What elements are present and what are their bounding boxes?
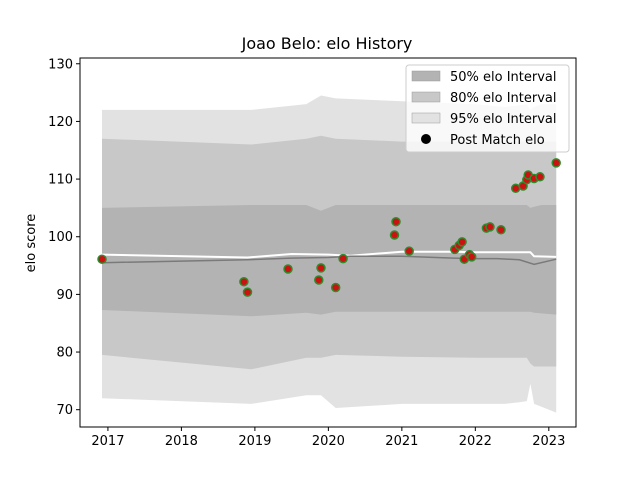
post-match-point-13	[457, 237, 467, 247]
y-axis-label: elo score	[24, 214, 39, 273]
legend-box	[405, 64, 570, 153]
x-axis-ticks: 2017 2018 2019 2020 2021 2022 2023	[91, 427, 565, 449]
legend-swatch-1	[411, 91, 441, 103]
legend-label-1: 80% elo Interval	[450, 91, 557, 106]
rating-lines	[101, 250, 557, 266]
x-tick-label-6: 2023	[532, 434, 565, 449]
post-match-point-18	[485, 222, 495, 232]
post-match-point-25	[535, 172, 545, 182]
series-line-1	[101, 255, 557, 266]
y-tick-label-0: 70	[56, 403, 73, 418]
post-match-point-16	[466, 252, 477, 262]
post-match-point-6	[330, 282, 341, 293]
chart-title: Joao Belo: elo History	[241, 34, 413, 53]
post-match-point-5	[316, 263, 326, 273]
post-match-points	[97, 158, 561, 297]
post-match-point-8	[389, 230, 400, 240]
post-match-point-10	[404, 246, 414, 256]
x-tick-label-0: 2017	[91, 434, 124, 449]
x-tick-label-5: 2022	[459, 434, 492, 449]
post-match-point-2	[242, 287, 253, 297]
post-match-point-0	[97, 254, 107, 264]
post-match-point-1	[239, 276, 249, 287]
post-match-point-4	[314, 275, 324, 285]
y-tick-label-4: 110	[48, 173, 73, 188]
post-match-point-3	[283, 264, 293, 274]
legend-label-0: 50% elo Interval	[450, 70, 557, 85]
legend-label-3: Post Match elo	[450, 133, 545, 148]
series-line-0	[101, 250, 557, 259]
post-match-point-7	[338, 253, 348, 264]
x-tick-label-1: 2018	[165, 434, 198, 449]
legend-swatch-2	[411, 112, 441, 124]
interval-band-2	[102, 205, 557, 317]
legend-swatch-0	[411, 70, 441, 82]
x-tick-label-4: 2021	[385, 434, 418, 449]
y-tick-label-3: 100	[48, 230, 73, 245]
post-match-point-26	[551, 158, 561, 168]
legend-label-2: 95% elo Interval	[450, 112, 557, 127]
y-tick-label-2: 90	[56, 288, 73, 303]
x-tick-label-2: 2019	[238, 434, 271, 449]
y-tick-label-5: 120	[48, 115, 73, 130]
y-axis-ticks: 70 80 90 100 110 120 130	[48, 57, 80, 418]
y-tick-label-1: 80	[56, 346, 73, 361]
legend-marker-3	[421, 134, 431, 144]
post-match-point-9	[391, 216, 401, 227]
legend: 50% elo Interval 80% elo Interval 95% elo …	[405, 64, 570, 153]
y-tick-label-6: 130	[48, 57, 73, 72]
post-match-point-19	[496, 225, 506, 235]
x-tick-label-3: 2020	[312, 434, 345, 449]
